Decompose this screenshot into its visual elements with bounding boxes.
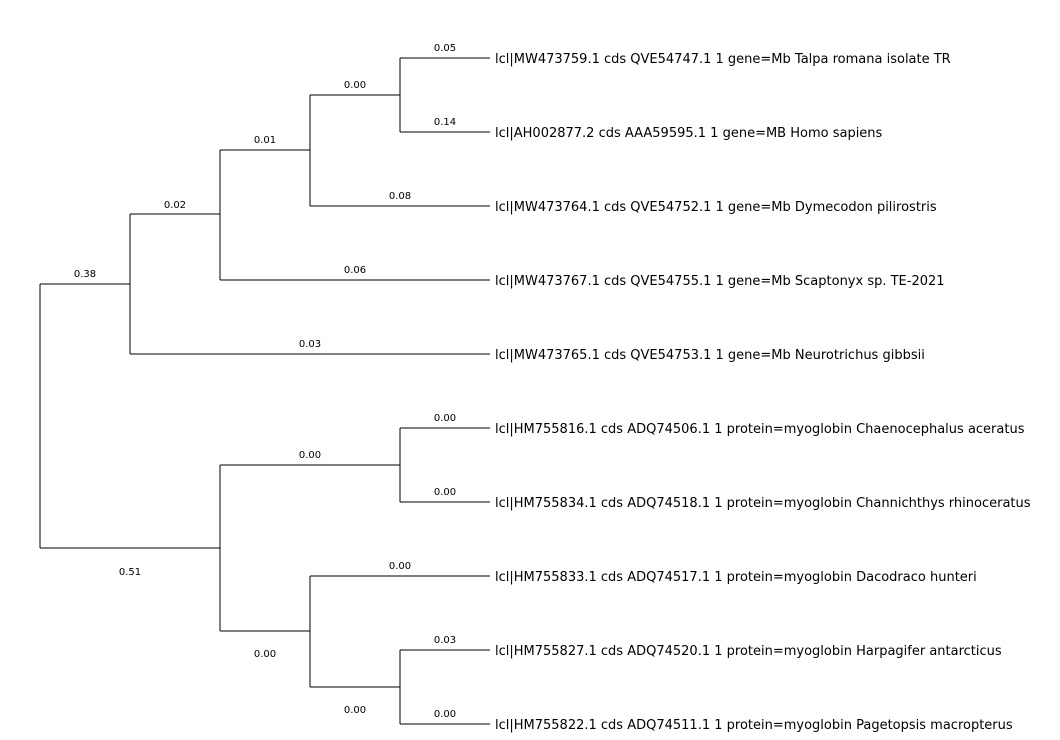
branch-length-label: 0.00 xyxy=(389,561,411,572)
taxon-label: lcl|AH002877.2 cds AAA59595.1 1 gene=MB … xyxy=(495,126,883,141)
branch-length-label: 0.00 xyxy=(254,649,276,660)
branch-length-label: 0.03 xyxy=(299,339,321,350)
branch-length-label: 0.05 xyxy=(434,43,456,54)
taxon-label: lcl|MW473764.1 cds QVE54752.1 1 gene=Mb … xyxy=(495,200,937,215)
branch-length-label: 0.00 xyxy=(434,413,456,424)
taxon-label: lcl|HM755833.1 cds ADQ74517.1 1 protein=… xyxy=(495,570,977,585)
branch-length-label: 0.08 xyxy=(389,191,411,202)
branch-length-label: 0.03 xyxy=(434,635,456,646)
taxon-label: lcl|HM755822.1 cds ADQ74511.1 1 protein=… xyxy=(495,718,1013,733)
branch-length-label: 0.38 xyxy=(74,269,96,280)
taxon-label: lcl|MW473767.1 cds QVE54755.1 1 gene=Mb … xyxy=(495,274,945,289)
branch-length-label: 0.02 xyxy=(164,200,186,211)
branch-length-label: 0.00 xyxy=(434,487,456,498)
branch-length-label: 0.14 xyxy=(434,117,456,128)
branch-length-labels: 0.05 0.14 0.08 0.06 0.03 0.00 0.00 0.00 … xyxy=(74,43,456,720)
taxon-label: lcl|MW473765.1 cds QVE54753.1 1 gene=Mb … xyxy=(495,348,925,363)
branch-length-label: 0.00 xyxy=(299,450,321,461)
branch-length-label: 0.51 xyxy=(119,567,141,578)
branch-length-label: 0.00 xyxy=(344,80,366,91)
taxon-label: lcl|HM755834.1 cds ADQ74518.1 1 protein=… xyxy=(495,496,1031,511)
taxon-label: lcl|MW473759.1 cds QVE54747.1 1 gene=Mb … xyxy=(495,52,951,67)
branch-length-label: 0.00 xyxy=(434,709,456,720)
tree-branches xyxy=(39,57,490,725)
taxon-label: lcl|HM755816.1 cds ADQ74506.1 1 protein=… xyxy=(495,422,1025,437)
taxon-labels: lcl|MW473759.1 cds QVE54747.1 1 gene=Mb … xyxy=(495,52,1031,733)
branch-length-label: 0.00 xyxy=(344,705,366,716)
branch-length-label: 0.06 xyxy=(344,265,366,276)
taxon-label: lcl|HM755827.1 cds ADQ74520.1 1 protein=… xyxy=(495,644,1002,659)
branch-length-label: 0.01 xyxy=(254,135,276,146)
